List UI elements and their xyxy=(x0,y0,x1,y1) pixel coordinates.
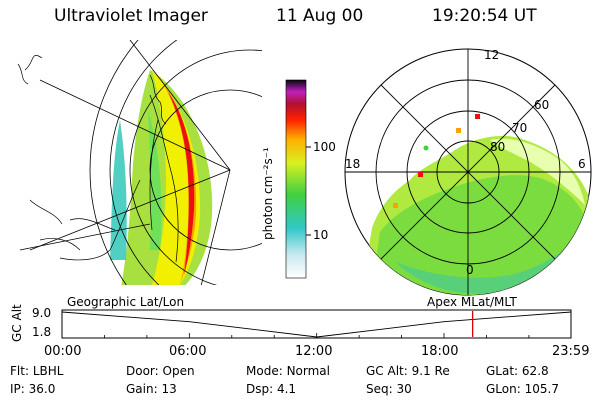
info-seq: Seq: 30 xyxy=(366,382,412,396)
colorbar-unit-label: photon cm⁻²s⁻¹ xyxy=(261,147,275,240)
instrument-title: Ultraviolet Imager xyxy=(54,6,208,26)
timeline-xtick: 00:00 xyxy=(44,344,82,359)
info-dsp: Dsp: 4.1 xyxy=(246,382,297,396)
info-flt: Flt: LBHL xyxy=(10,364,64,378)
polar-plot xyxy=(344,48,592,296)
geographic-panel-label: Geographic Lat/Lon xyxy=(67,295,185,309)
geographic-map xyxy=(17,40,262,285)
colorbar-tick-100: 100 xyxy=(313,140,336,154)
timeline-xtick: 23:59 xyxy=(552,344,590,359)
timeline-ytick-bottom: 1.8 xyxy=(32,325,52,339)
timeline-xtick: 18:00 xyxy=(421,344,459,359)
info-gain: Gain: 13 xyxy=(126,382,177,396)
colorbar-tick-10: 10 xyxy=(313,228,329,242)
timeline-ylabel: GC Alt xyxy=(10,304,24,342)
mlt-label-6: 6 xyxy=(578,157,586,171)
mlt-label-18: 18 xyxy=(345,157,361,171)
lat-label-80: 80 xyxy=(490,140,506,154)
polar-panel-label: Apex MLat/MLT xyxy=(427,295,517,309)
colorbar xyxy=(285,79,307,279)
info-glat: GLat: 62.8 xyxy=(486,364,549,378)
mlt-label-12: 12 xyxy=(484,48,500,62)
timeline-ytick-top: 9.0 xyxy=(32,306,52,320)
mlt-label-0: 0 xyxy=(466,263,474,277)
info-glon: GLon: 105.7 xyxy=(486,382,559,396)
timeline-xtick: 06:00 xyxy=(169,344,207,359)
info-gc-alt: GC Alt: 9.1 Re xyxy=(366,364,450,378)
info-door: Door: Open xyxy=(126,364,195,378)
lat-label-70: 70 xyxy=(512,121,528,135)
date-label: 11 Aug 00 xyxy=(276,6,364,26)
info-ip: IP: 36.0 xyxy=(10,382,56,396)
lat-label-60: 60 xyxy=(534,98,550,112)
info-mode: Mode: Normal xyxy=(246,364,330,378)
orbit-altitude-line xyxy=(61,311,572,338)
time-label: 19:20:54 UT xyxy=(432,6,537,26)
timeline-xtick: 12:00 xyxy=(295,344,333,359)
